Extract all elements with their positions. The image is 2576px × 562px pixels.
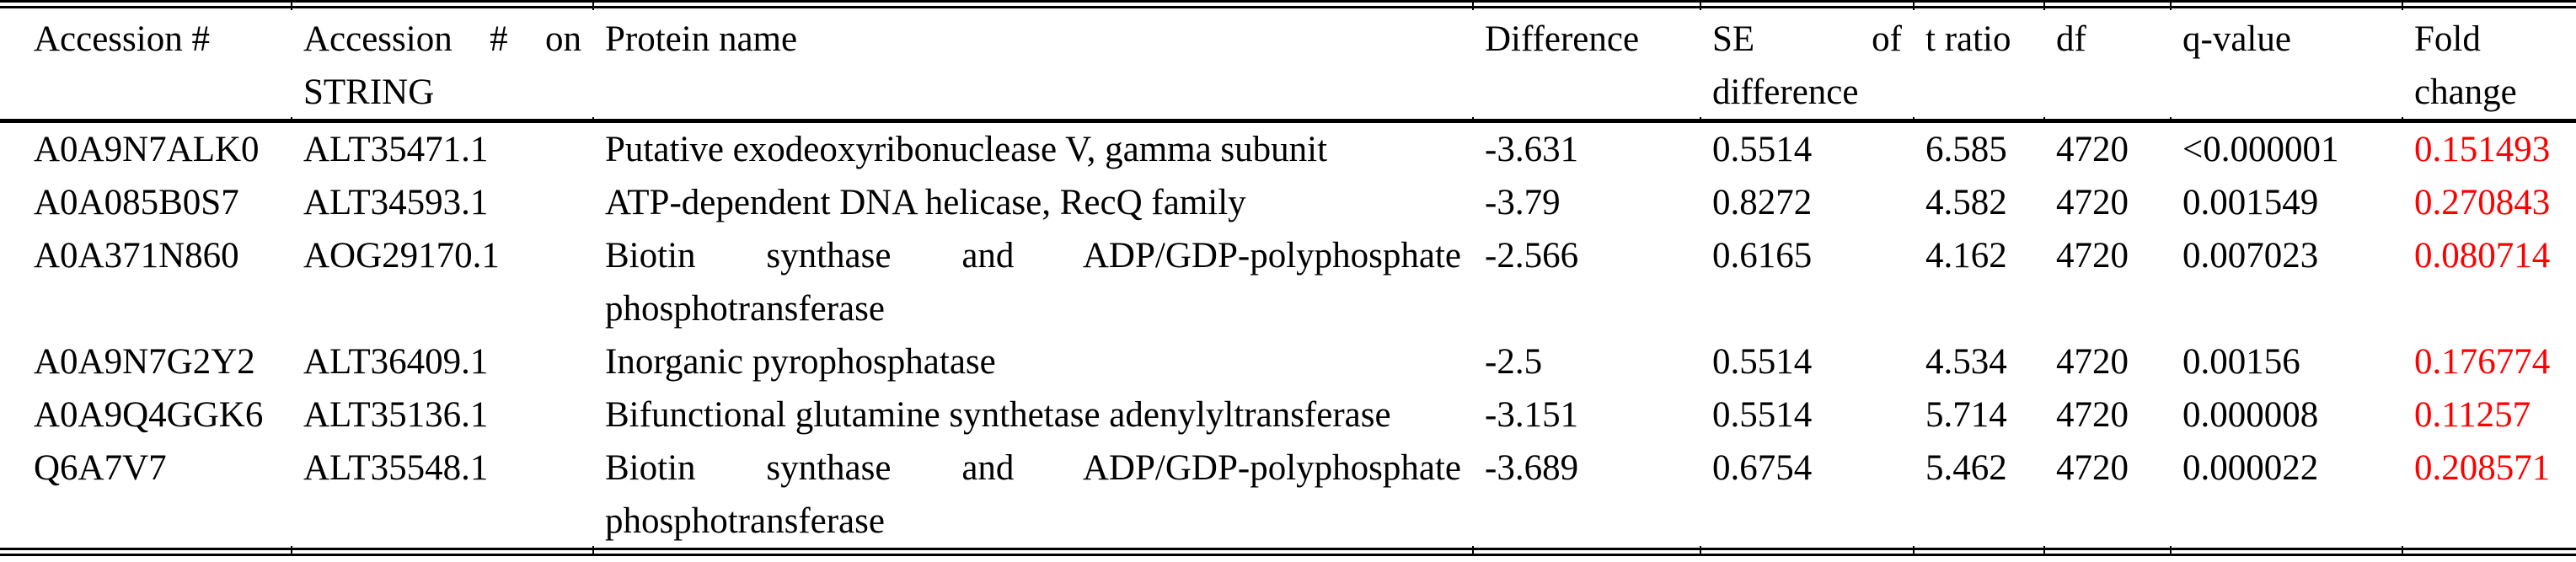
cell-t-ratio: 5.714 bbox=[1925, 395, 2007, 435]
table-row: A0A9Q4GGK6 ALT35136.1 Bifunctional gluta… bbox=[0, 388, 2576, 442]
col-header-accession-string: Accession # on STRING bbox=[291, 0, 593, 123]
cell-protein-name: Biotin synthase and ADP/GDP-polyphosphat… bbox=[592, 442, 1473, 556]
cell-protein-name: Inorganic pyrophosphatase bbox=[605, 342, 996, 382]
cell-se-difference: 0.6754 bbox=[1700, 442, 1914, 556]
col-header-df: df bbox=[2043, 0, 2171, 123]
cell-accession: A0A9N7ALK0 bbox=[34, 130, 260, 169]
cell-df: 4720 bbox=[2056, 342, 2129, 382]
cell-protein-name: Biotin synthase and ADP/GDP-polyphosphat… bbox=[605, 236, 1461, 329]
cell-difference: -2.5 bbox=[1485, 342, 1543, 382]
cell-fold-change: 0.270843 bbox=[2414, 183, 2551, 222]
cell-fold-change: 0.151493 bbox=[2414, 130, 2551, 169]
cell-t-ratio: 4.582 bbox=[1925, 183, 2007, 222]
cell-q-value: 0.000022 bbox=[2170, 442, 2402, 556]
cell-se-difference: 0.5514 bbox=[1712, 130, 1813, 169]
cell-difference: -2.566 bbox=[1485, 236, 1579, 276]
col-header-se-difference: SE of difference bbox=[1700, 0, 1914, 123]
cell-protein-name: Putative exodeoxyribonuclease V, gamma s… bbox=[605, 130, 1328, 169]
cell-difference: -3.79 bbox=[1485, 183, 1561, 222]
table-row: Q6A7V7 ALT35548.1 Biotin synthase and AD… bbox=[0, 442, 2576, 556]
cell-fold-change: 0.080714 bbox=[2414, 236, 2551, 276]
cell-difference: -3.689 bbox=[1472, 442, 1700, 556]
table-row: A0A9N7G2Y2 ALT36409.1 Inorganic pyrophos… bbox=[0, 335, 2576, 388]
header-row: Accession # Accession # on STRING Protei… bbox=[0, 0, 2576, 123]
cell-accession-string: ALT35136.1 bbox=[303, 395, 489, 435]
table-row: A0A371N860 AOG29170.1 Biotin synthase an… bbox=[0, 229, 2576, 335]
cell-se-difference: 0.5514 bbox=[1712, 395, 1813, 435]
cell-accession-string: ALT34593.1 bbox=[303, 183, 489, 222]
cell-se-difference: 0.5514 bbox=[1712, 342, 1813, 382]
cell-t-ratio: 5.462 bbox=[1913, 442, 2044, 556]
cell-se-difference: 0.6165 bbox=[1712, 236, 1813, 276]
cell-accession: A0A371N860 bbox=[34, 236, 239, 276]
cell-q-value: 0.000008 bbox=[2182, 395, 2319, 435]
cell-fold-change: 0.176774 bbox=[2414, 342, 2551, 382]
table-row: A0A9N7ALK0 ALT35471.1 Putative exodeoxyr… bbox=[0, 121, 2576, 177]
cell-accession: A0A085B0S7 bbox=[34, 183, 239, 222]
cell-df: 4720 bbox=[2043, 442, 2171, 556]
table-body: A0A9N7ALK0 ALT35471.1 Putative exodeoxyr… bbox=[0, 121, 2576, 556]
table-header: Accession # Accession # on STRING Protei… bbox=[0, 0, 2576, 123]
col-header-t-ratio: t ratio bbox=[1913, 0, 2044, 123]
cell-q-value: <0.000001 bbox=[2182, 130, 2339, 169]
cell-fold-change: 0.208571 bbox=[2402, 442, 2576, 556]
col-header-fold-change: Fold change bbox=[2402, 0, 2576, 123]
cell-accession-string: AOG29170.1 bbox=[303, 236, 500, 276]
cell-q-value: 0.007023 bbox=[2182, 236, 2319, 276]
cell-t-ratio: 6.585 bbox=[1925, 130, 2007, 169]
cell-df: 4720 bbox=[2056, 395, 2129, 435]
cell-accession: A0A9Q4GGK6 bbox=[34, 395, 264, 435]
col-header-accession: Accession # bbox=[0, 4, 292, 123]
cell-accession-string: ALT35548.1 bbox=[291, 442, 593, 556]
col-header-protein-name: Protein name bbox=[592, 0, 1473, 123]
cell-df: 4720 bbox=[2056, 236, 2129, 276]
cell-q-value: 0.00156 bbox=[2182, 342, 2300, 382]
cell-se-difference: 0.8272 bbox=[1712, 183, 1813, 222]
cell-accession-string: ALT36409.1 bbox=[303, 342, 489, 382]
cell-protein-name: Bifunctional glutamine synthetase adenyl… bbox=[605, 395, 1391, 435]
cell-df: 4720 bbox=[2056, 183, 2129, 222]
cell-difference: -3.151 bbox=[1485, 395, 1579, 435]
cell-accession: A0A9N7G2Y2 bbox=[34, 342, 255, 382]
cell-accession-string: ALT35471.1 bbox=[303, 130, 489, 169]
table-row: A0A085B0S7 ALT34593.1 ATP-dependent DNA … bbox=[0, 176, 2576, 229]
cell-difference: -3.631 bbox=[1485, 130, 1579, 169]
cell-fold-change: 0.11257 bbox=[2414, 395, 2531, 435]
cell-q-value: 0.001549 bbox=[2182, 183, 2319, 222]
col-header-q-value: q-value bbox=[2170, 0, 2402, 123]
cell-accession: Q6A7V7 bbox=[34, 448, 167, 488]
cell-df: 4720 bbox=[2056, 130, 2129, 169]
cell-t-ratio: 4.162 bbox=[1925, 236, 2007, 276]
cell-t-ratio: 4.534 bbox=[1925, 342, 2007, 382]
cell-protein-name: ATP-dependent DNA helicase, RecQ family bbox=[605, 183, 1246, 222]
col-header-difference: Difference bbox=[1472, 0, 1700, 123]
